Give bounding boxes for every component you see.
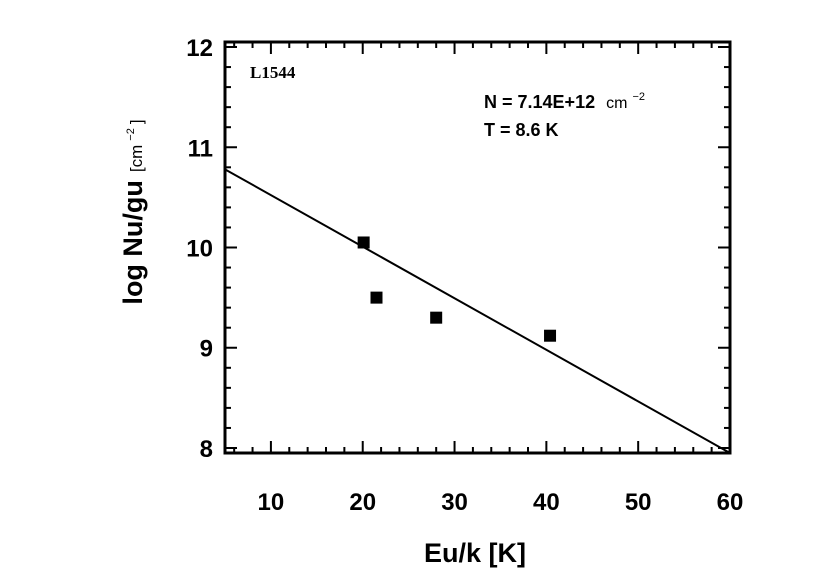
x-tick-label: 30 <box>441 489 468 516</box>
y-axis-title-close: ] <box>127 119 146 124</box>
column-density-unit: cm <box>606 95 627 112</box>
x-tick-label: 50 <box>625 489 652 516</box>
y-tick-label: 11 <box>188 135 213 162</box>
column-density-annotation: N = 7.14E+12 cm −2 <box>484 91 645 112</box>
y-tick-label: 12 <box>186 35 213 62</box>
fit-line <box>225 168 730 453</box>
ticks: 10 20 30 40 50 60 8 9 10 11 12 <box>186 35 743 516</box>
temperature-annotation: T = 8.6 K <box>484 120 559 140</box>
x-tick-label: 40 <box>533 489 560 516</box>
x-axis-title: Eu/k [K] <box>424 538 526 568</box>
data-point-1 <box>357 236 370 249</box>
x-tick-label: 10 <box>258 489 285 516</box>
y-axis-title: log Nu/gu [cm −2 ] <box>118 119 148 304</box>
column-density-exponent: −2 <box>632 91 645 103</box>
data-point-2 <box>370 291 383 304</box>
data-point-3 <box>430 311 443 324</box>
y-tick-label: 9 <box>200 336 213 363</box>
column-density-value: N = 7.14E+12 <box>484 92 595 112</box>
y-axis-title-unit: [cm <box>127 145 146 172</box>
x-tick-label: 60 <box>717 489 744 516</box>
source-label: L1544 <box>250 63 296 82</box>
y-tick-label: 10 <box>186 236 213 263</box>
fit-annotation: N = 7.14E+12 cm −2 T = 8.6 K <box>484 91 645 140</box>
y-axis-title-main: log Nu/gu <box>118 180 148 304</box>
data-marks <box>225 168 730 453</box>
data-point-4 <box>544 329 557 342</box>
x-tick-label: 20 <box>349 489 376 516</box>
y-tick-label: 8 <box>200 436 213 463</box>
y-axis-title-exponent: −2 <box>125 128 137 141</box>
axes <box>223 40 732 455</box>
plot-frame <box>223 40 732 455</box>
